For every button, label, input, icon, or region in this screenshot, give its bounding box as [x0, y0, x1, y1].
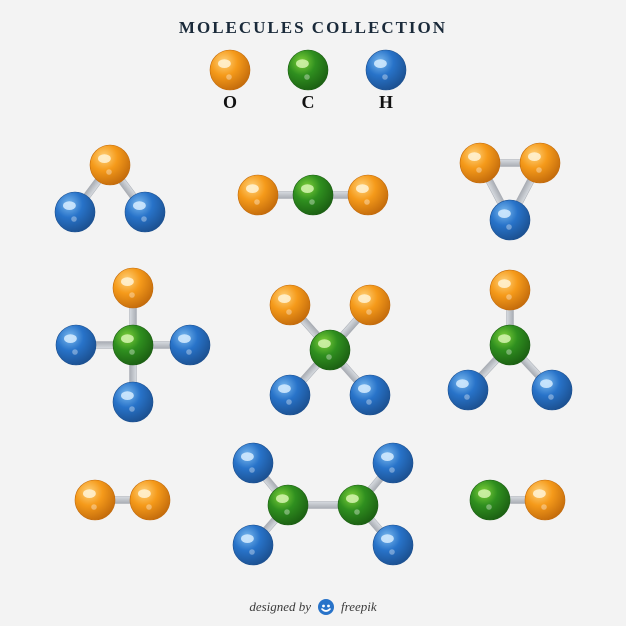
atom-orange: [460, 143, 500, 183]
atom-orange: [520, 143, 560, 183]
atom-green: [310, 330, 350, 370]
atom-blue: [448, 370, 488, 410]
legend-label-C: C: [293, 92, 323, 113]
footer: designed by freepik: [0, 598, 626, 616]
atom-orange: [270, 285, 310, 325]
atom-blue: [125, 192, 165, 232]
atom-orange: [130, 480, 170, 520]
atom-blue: [113, 382, 153, 422]
atom-blue: [270, 375, 310, 415]
atom-orange: [210, 50, 250, 90]
atom-blue: [233, 525, 273, 565]
atom-green: [338, 485, 378, 525]
atom-orange: [75, 480, 115, 520]
atom-orange: [90, 145, 130, 185]
atom-green: [113, 325, 153, 365]
footer-brand: freepik: [341, 599, 377, 615]
atom-blue: [490, 200, 530, 240]
atom-blue: [55, 192, 95, 232]
atom-orange: [238, 175, 278, 215]
atom-green: [288, 50, 328, 90]
atom-green: [490, 325, 530, 365]
atom-green: [293, 175, 333, 215]
atom-blue: [170, 325, 210, 365]
freepik-icon: [317, 598, 335, 616]
atom-blue: [373, 525, 413, 565]
footer-text: designed by: [249, 599, 311, 615]
atom-orange: [350, 285, 390, 325]
atom-blue: [532, 370, 572, 410]
atom-blue: [233, 443, 273, 483]
atom-blue: [366, 50, 406, 90]
atom-green: [470, 480, 510, 520]
atom-blue: [56, 325, 96, 365]
atom-blue: [350, 375, 390, 415]
legend-label-O: O: [215, 92, 245, 113]
atom-orange: [525, 480, 565, 520]
atom-orange: [348, 175, 388, 215]
atom-orange: [490, 270, 530, 310]
atom-orange: [113, 268, 153, 308]
atom-green: [268, 485, 308, 525]
legend-label-H: H: [371, 92, 401, 113]
atom-blue: [373, 443, 413, 483]
